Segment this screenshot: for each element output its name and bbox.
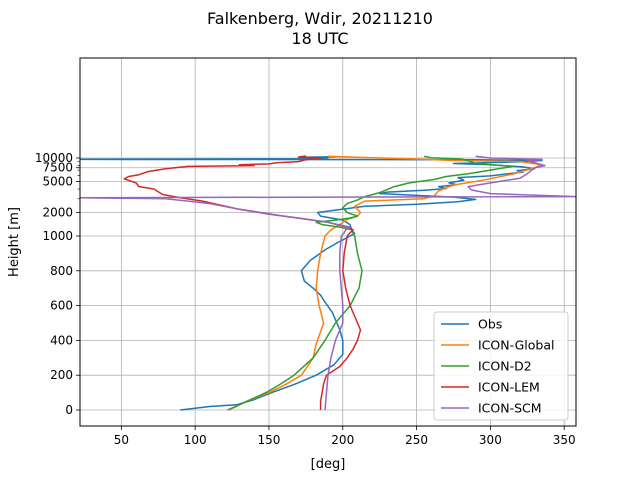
x-tick-label: 250 <box>405 433 428 447</box>
chart-title: Falkenberg, Wdir, 20211210 <box>207 9 433 28</box>
legend-label: ICON-D2 <box>478 359 532 374</box>
y-tick-label: 0 <box>65 403 73 417</box>
y-tick-label: 800 <box>50 264 73 278</box>
plot-area-frame <box>79 57 577 427</box>
y-tick-label: 200 <box>50 368 73 382</box>
y-tick-label: 400 <box>50 333 73 347</box>
x-tick-label: 350 <box>553 433 576 447</box>
x-tick-label: 100 <box>184 433 207 447</box>
series-line-icon-d2 <box>227 155 514 411</box>
legend-label: ICON-LEM <box>478 380 540 395</box>
legend: Obs ICON-Global ICON-D2 ICON-LEM ICON-SCM <box>433 311 569 421</box>
x-tick-label: 200 <box>331 433 354 447</box>
y-axis-label: Height [m] <box>7 207 22 277</box>
legend-box <box>433 311 569 421</box>
chart-subtitle: 18 UTC <box>291 29 348 48</box>
x-axis-label: [deg] <box>311 457 346 472</box>
y-tick-label: 1000 <box>42 229 73 243</box>
y-tick-label: 5000 <box>42 174 73 188</box>
series-lines <box>80 155 576 411</box>
y-tick-label: 2000 <box>42 206 73 220</box>
legend-label: ICON-Global <box>478 338 554 353</box>
x-axis-ticks: 50 100 150 200 250 300 350 <box>114 426 576 447</box>
x-tick-label: 150 <box>257 433 280 447</box>
y-tick-label: 7500 <box>42 161 73 175</box>
series-line-icon-scm <box>80 155 576 411</box>
y-tick-label: 600 <box>50 299 73 313</box>
legend-label: ICON-SCM <box>478 401 542 416</box>
y-tick-label: 10000 <box>35 151 73 165</box>
x-tick-label: 300 <box>479 433 502 447</box>
legend-label: Obs <box>478 317 502 332</box>
x-tick-label: 50 <box>114 433 129 447</box>
